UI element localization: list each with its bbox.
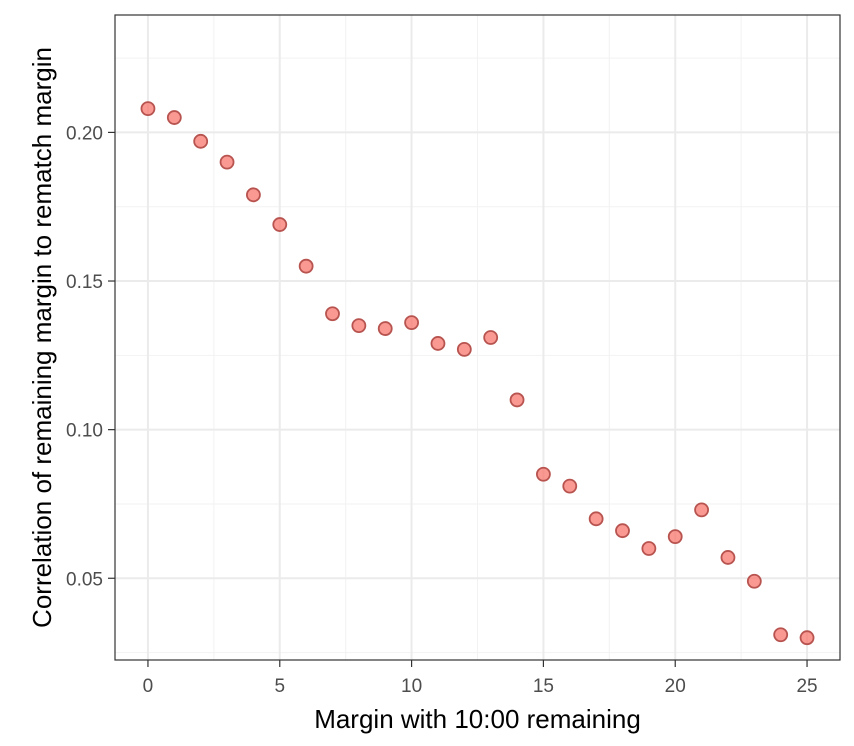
y-axis-title: Correlation of remaining margin to remat… <box>27 47 57 628</box>
x-tick-label: 5 <box>274 676 285 697</box>
data-point <box>246 187 261 203</box>
x-tick-label: 20 <box>665 676 686 697</box>
x-axis-title: Margin with 10:00 remaining <box>314 704 641 734</box>
panel-border <box>114 14 841 661</box>
data-point <box>219 154 235 170</box>
minor-gridlines <box>115 15 840 660</box>
data-point <box>694 502 709 518</box>
data-point <box>588 511 604 527</box>
x-tick-label: 10 <box>401 676 422 697</box>
data-points <box>140 101 815 646</box>
data-point <box>404 315 419 331</box>
data-point <box>720 550 736 565</box>
data-point <box>377 321 393 336</box>
data-point <box>509 392 525 408</box>
data-point <box>298 258 314 274</box>
y-tick-label: 0.05 <box>66 569 103 590</box>
y-tick-label: 0.10 <box>66 421 103 442</box>
data-point <box>615 523 630 539</box>
x-tick-label: 25 <box>796 676 817 697</box>
data-point <box>193 133 209 149</box>
y-axis-ticks: 0.05 0.10 0.15 0.20 <box>66 123 115 590</box>
data-point <box>536 466 551 482</box>
x-axis-ticks: 0 5 10 15 20 25 <box>143 660 818 697</box>
data-point <box>746 573 762 589</box>
data-point <box>483 330 499 345</box>
x-tick-label: 0 <box>143 676 154 697</box>
data-point <box>272 217 288 232</box>
data-point <box>773 627 789 643</box>
data-point <box>140 101 156 117</box>
major-gridlines <box>115 15 840 660</box>
y-tick-label: 0.15 <box>66 272 103 293</box>
data-point <box>562 478 578 494</box>
x-tick-label: 15 <box>533 676 554 697</box>
data-point <box>667 529 683 545</box>
data-point <box>351 318 367 334</box>
data-point <box>799 630 815 646</box>
data-point <box>641 541 657 556</box>
data-point <box>325 306 340 322</box>
data-point <box>166 110 182 125</box>
data-point <box>430 336 446 351</box>
data-point <box>456 341 472 357</box>
y-tick-label: 0.20 <box>66 123 103 144</box>
